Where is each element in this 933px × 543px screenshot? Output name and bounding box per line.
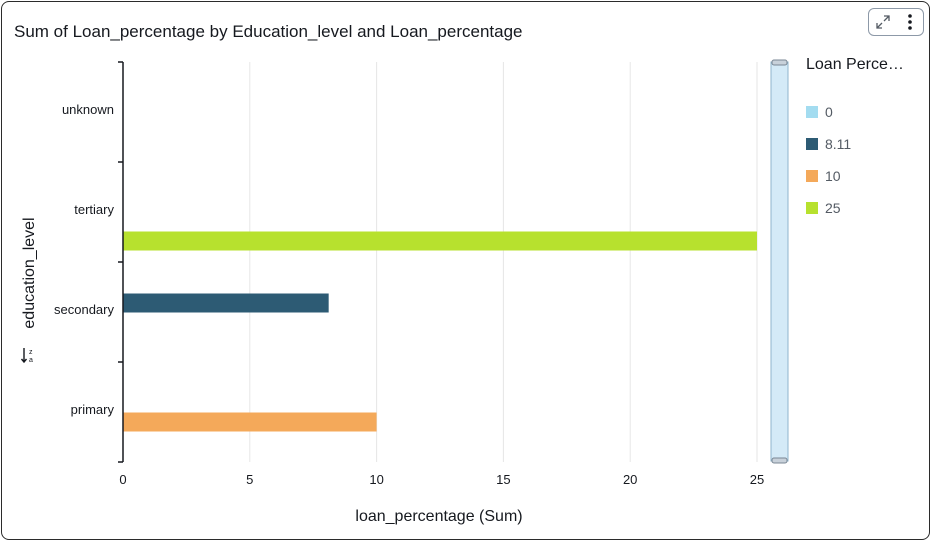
more-vertical-icon <box>907 14 912 30</box>
more-options-button[interactable] <box>896 9 923 35</box>
x-axis: 0 5 10 15 20 25 <box>119 472 764 487</box>
x-tick-label: 25 <box>750 472 764 487</box>
legend-swatch <box>806 170 818 182</box>
legend-item[interactable]: 10 <box>806 160 924 192</box>
legend: Loan Perce… 0 8.11 10 25 <box>806 56 924 224</box>
legend-label: 0 <box>825 104 833 120</box>
legend-item[interactable]: 8.11 <box>806 128 924 160</box>
x-axis-label: loan_percentage (Sum) <box>355 508 522 525</box>
legend-items: 0 8.11 10 25 <box>806 96 924 224</box>
bar-primary-10[interactable] <box>123 412 377 432</box>
y-axis: unknown tertiary secondary primary <box>54 61 124 463</box>
legend-swatch <box>806 106 818 118</box>
y-tick-label: primary <box>71 402 115 417</box>
y-tick-label: unknown <box>62 102 114 117</box>
bar-tertiary-25[interactable] <box>123 231 757 251</box>
chart-title: Sum of Loan_percentage by Education_leve… <box>14 22 523 41</box>
legend-label: 25 <box>825 200 841 216</box>
bars <box>123 231 757 432</box>
legend-swatch <box>806 202 818 214</box>
x-tick-label: 5 <box>246 472 253 487</box>
legend-item[interactable]: 0 <box>806 96 924 128</box>
bar-secondary-8.11[interactable] <box>123 293 329 313</box>
x-tick-label: 0 <box>119 472 126 487</box>
y-tick-label: tertiary <box>74 202 114 217</box>
visual-toolbar <box>868 8 924 36</box>
svg-text:z: z <box>29 349 33 356</box>
vertical-scrollbar[interactable] <box>770 59 789 464</box>
expand-button[interactable] <box>869 9 896 35</box>
legend-label: 10 <box>825 168 841 184</box>
legend-title: Loan Perce… <box>806 56 904 73</box>
gridlines <box>249 62 758 462</box>
scrollbar-top-handle[interactable] <box>771 59 788 66</box>
scrollbar-bottom-handle[interactable] <box>771 457 788 464</box>
x-tick-label: 15 <box>496 472 510 487</box>
legend-swatch <box>806 138 818 150</box>
expand-icon <box>875 15 890 29</box>
y-axis-label: education_level <box>21 217 38 328</box>
y-tick-label: secondary <box>54 302 114 317</box>
legend-item[interactable]: 25 <box>806 192 924 224</box>
svg-text:a: a <box>29 357 33 364</box>
x-tick-label: 20 <box>623 472 637 487</box>
x-tick-label: 10 <box>369 472 383 487</box>
sort-ascending-icon[interactable]: z a <box>20 346 36 366</box>
legend-label: 8.11 <box>825 136 852 152</box>
